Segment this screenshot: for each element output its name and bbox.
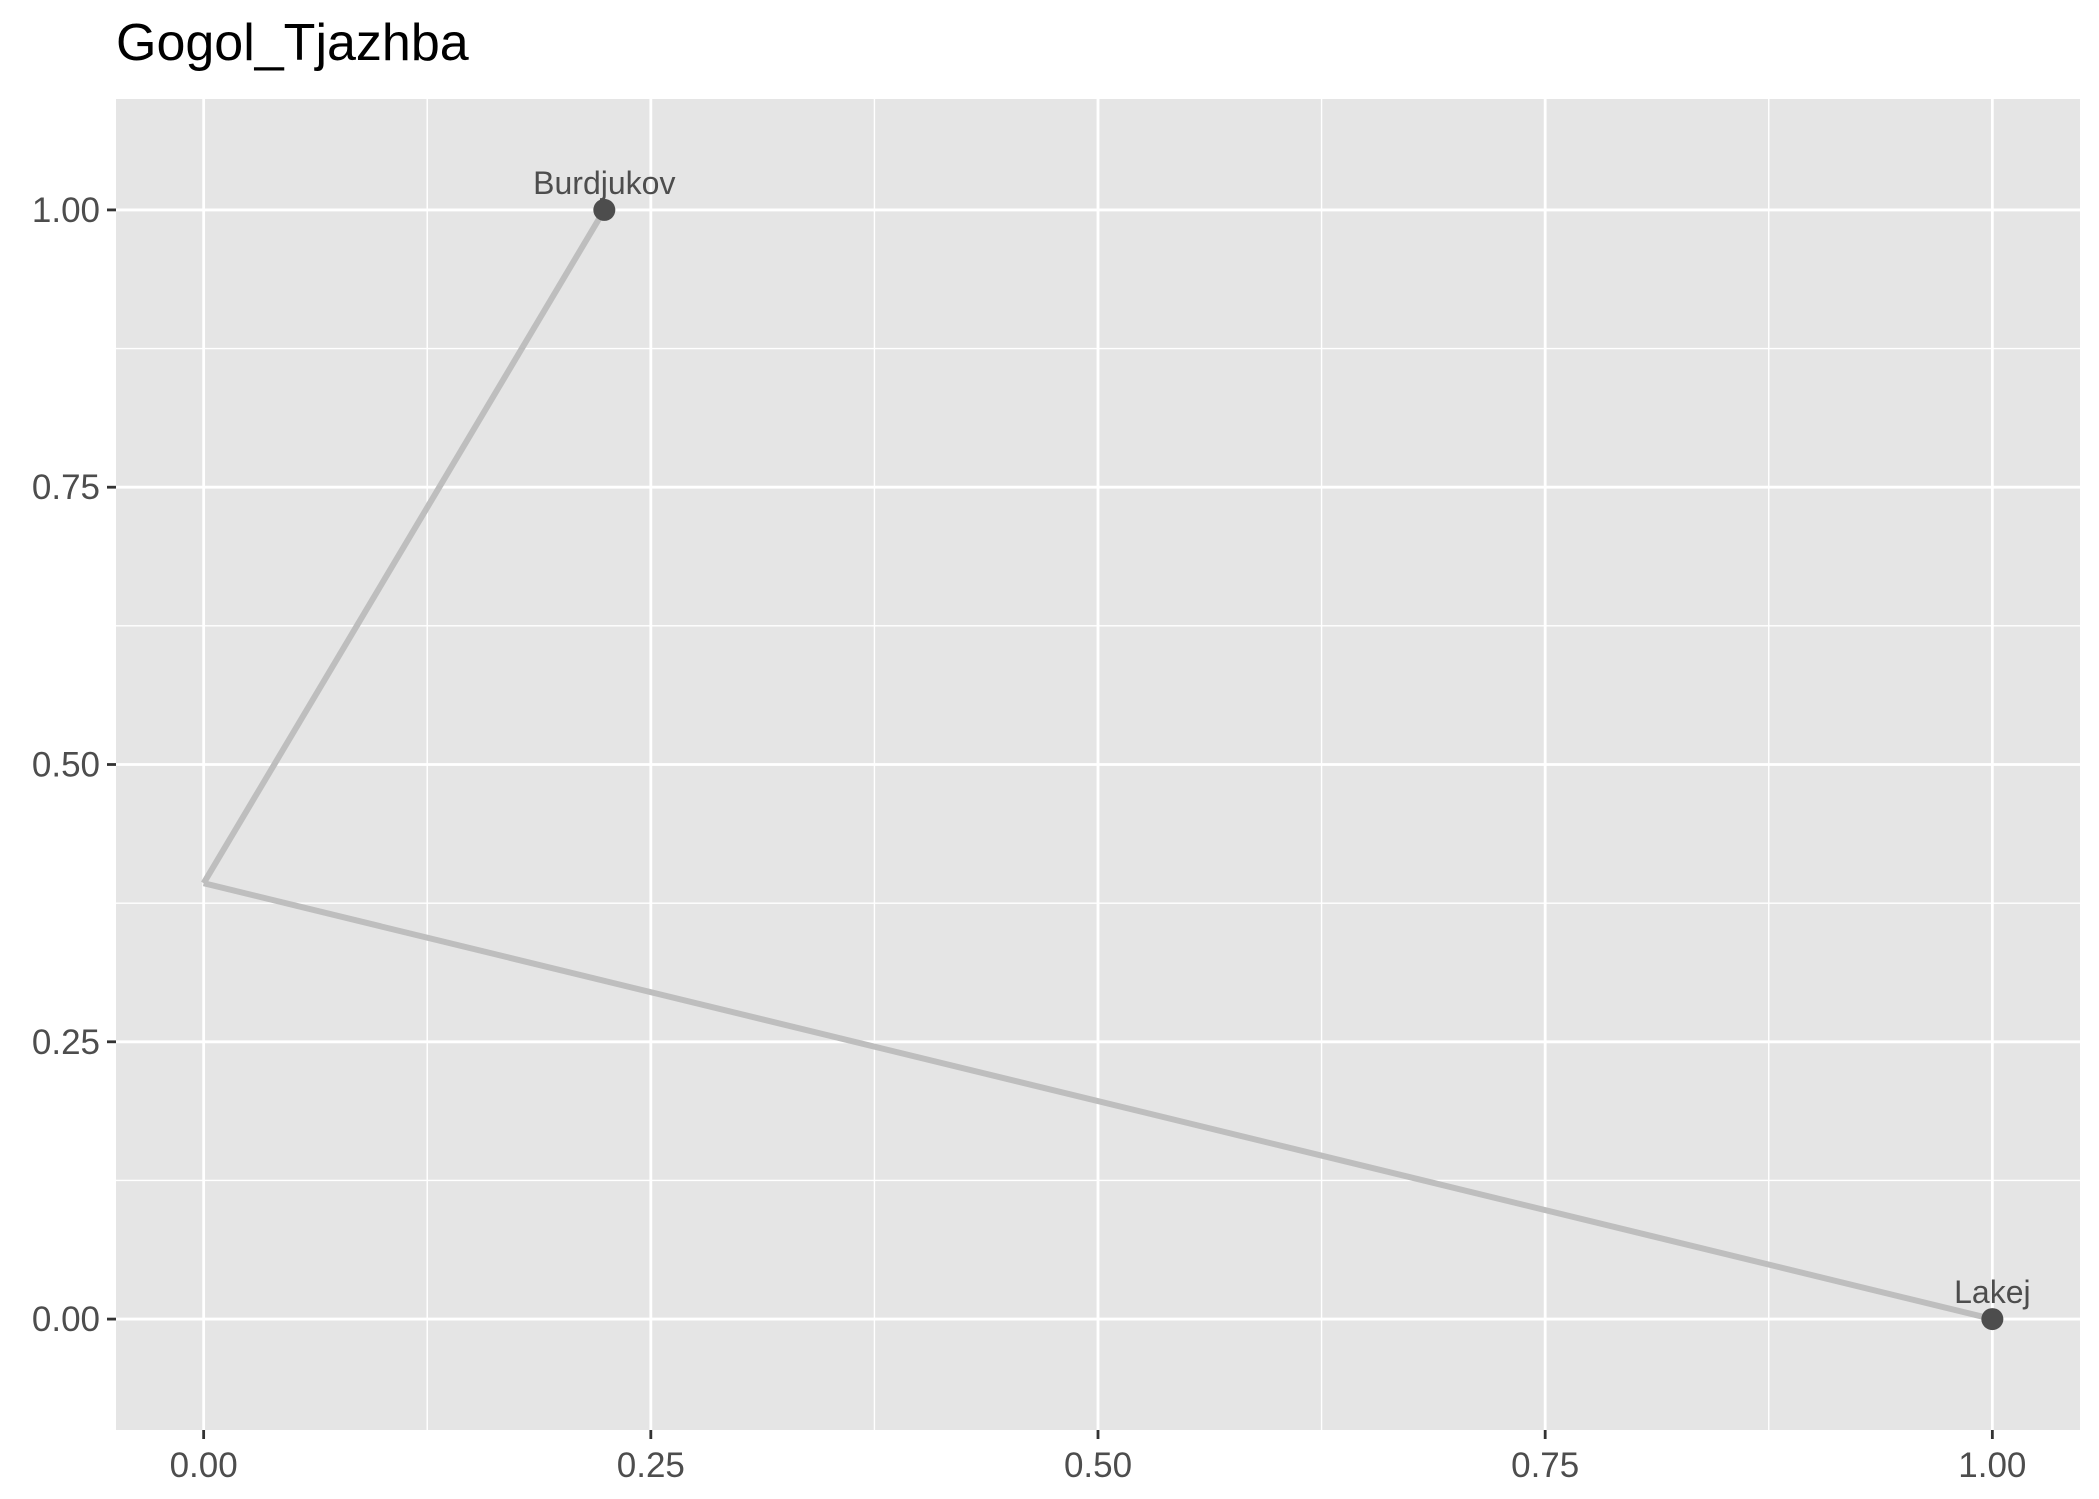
x-axis: 0.00 0.25 0.50 0.75 1.00 [170,1430,2026,1485]
y-tick-label: 0.25 [32,1023,100,1062]
point-layer [593,198,2004,1331]
y-tick-label: 0.75 [32,468,100,507]
y-tick-label: 1.00 [32,191,100,230]
y-tick-label: 0.00 [32,1300,100,1339]
major-gridlines [116,99,2080,1430]
chart-title: Gogol_Tjazhba [116,14,469,72]
edge-layer [201,208,1994,1322]
point-label: Burdjukov [533,165,675,201]
data-point [593,198,616,221]
x-tick-label: 1.00 [1958,1446,2026,1485]
edge-line [201,208,607,885]
x-tick-label: 0.50 [1064,1446,1132,1485]
y-tick-label: 0.50 [32,746,100,785]
point-label: Lakej [1954,1274,2031,1310]
data-point [1981,1308,2004,1331]
point-label-layer: Burdjukov Lakej [533,165,2030,1310]
edge-line [202,880,1994,1322]
x-tick-label: 0.25 [617,1446,685,1485]
y-axis: 0.00 0.25 0.50 0.75 1.00 [32,191,116,1339]
x-tick-label: 0.00 [170,1446,238,1485]
x-tick-label: 0.75 [1511,1446,1579,1485]
